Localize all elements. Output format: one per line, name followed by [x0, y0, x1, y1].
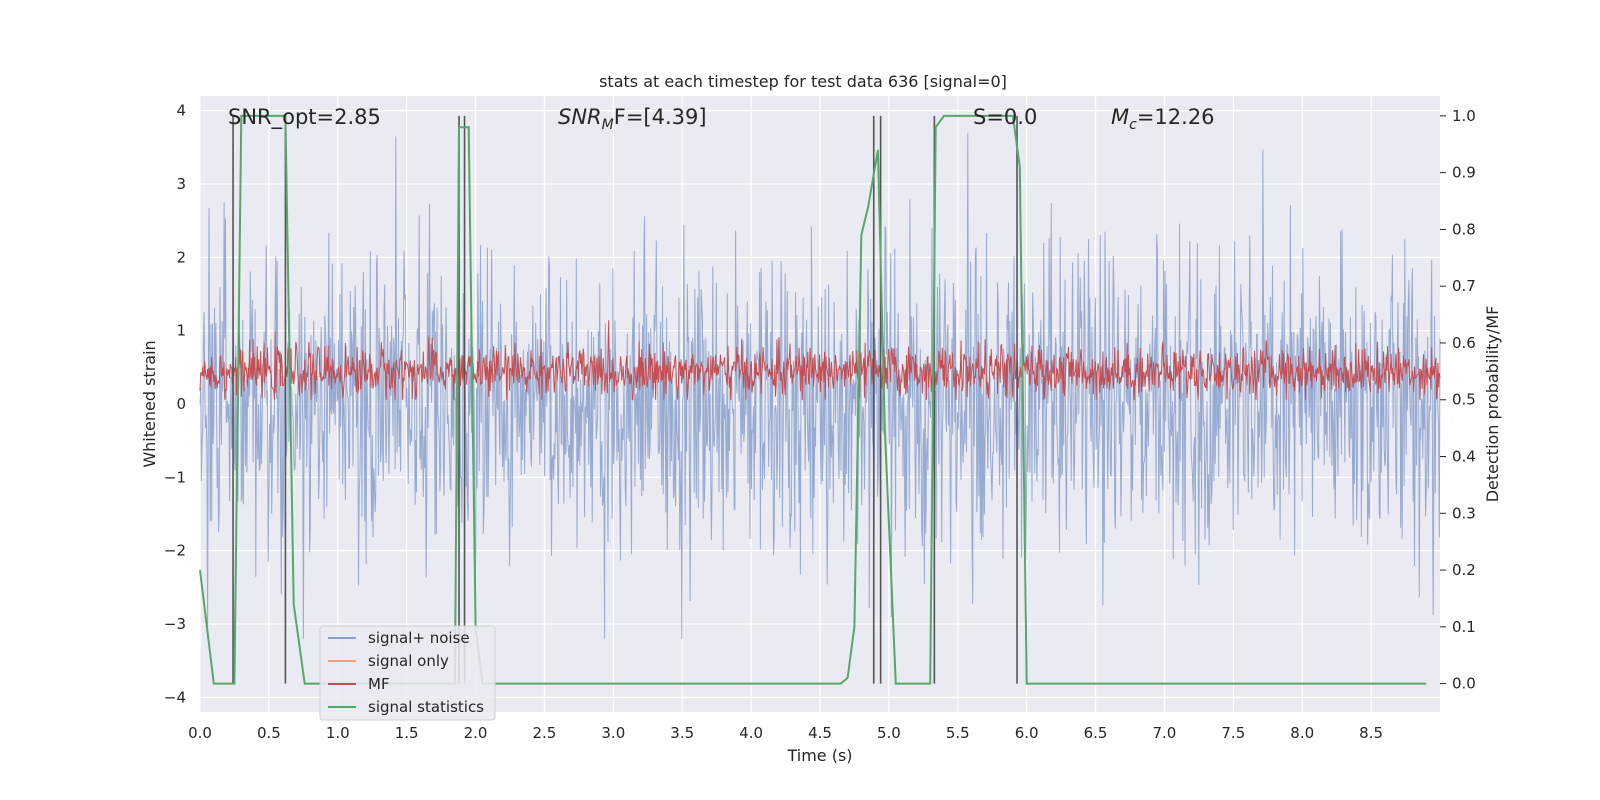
- x-tick-label-13: 6.5: [1084, 724, 1108, 742]
- y-tick-left-label-2: −2: [164, 542, 186, 560]
- y-tick-right-label-6: 0.6: [1452, 334, 1476, 352]
- snr-mf-sub: M: [602, 117, 614, 133]
- annotation-snr-mf: SNRMF=[4.39]: [558, 105, 707, 133]
- chart-title: stats at each timestep for test data 636…: [599, 72, 1007, 91]
- y-tick-left-label-3: −1: [164, 468, 186, 486]
- signal-noise-line: [199, 132, 1441, 639]
- y-tick-left-label-8: 4: [176, 102, 186, 120]
- x-tick-label-16: 8.0: [1290, 724, 1314, 742]
- legend-label-mf: MF: [368, 675, 390, 693]
- x-tick-label-0: 0.0: [188, 724, 212, 742]
- y-tick-right-label-10: 1.0: [1452, 107, 1476, 125]
- y-ticks-right: 0.0 0.1 0.2 0.3 0.4 0.5 0.6 0.7 0.8 0.9 1.0: [1440, 107, 1476, 693]
- x-tick-label-17: 8.5: [1359, 724, 1383, 742]
- annotation-mc: Mc=12.26: [1111, 105, 1215, 133]
- y-tick-left-label-5: 1: [176, 322, 186, 340]
- y-axis-label-right: Detection probability/MF: [1483, 306, 1502, 503]
- y-ticks-left: −4 −3 −2 −1 0 1 2 3 4: [164, 102, 186, 707]
- legend-label-signal-statistics: signal statistics: [368, 698, 484, 716]
- x-ticks: 0.0 0.5 1.0 1.5 2.0 2.5 3.0 3.5 4.0 4.5 5.0 5.5 6.0 6…: [188, 724, 1383, 742]
- x-tick-label-1: 0.5: [257, 724, 281, 742]
- y-tick-right-label-5: 0.5: [1452, 391, 1476, 409]
- mc-sub: c: [1129, 117, 1137, 133]
- x-tick-label-15: 7.5: [1221, 724, 1245, 742]
- y-tick-left-label-1: −3: [164, 615, 186, 633]
- y-tick-left-label-4: 0: [176, 395, 186, 413]
- legend-box: [319, 625, 496, 721]
- y-tick-right-label-1: 0.1: [1452, 618, 1476, 636]
- x-axis-label: Time (s): [786, 746, 852, 765]
- vertical-markers: [232, 115, 1018, 684]
- signal-statistics-series: [199, 114, 1427, 685]
- x-tick-label-14: 7.0: [1153, 724, 1177, 742]
- signal-noise-series: [199, 132, 1441, 639]
- mc-prefix: M: [1111, 105, 1129, 129]
- x-tick-label-12: 6.0: [1015, 724, 1039, 742]
- mf-line: [199, 320, 1441, 401]
- x-tick-label-5: 2.5: [533, 724, 557, 742]
- legend-label-signal-only: signal only: [368, 652, 449, 670]
- x-tick-label-6: 3.0: [601, 724, 625, 742]
- y-tick-left-label-7: 3: [176, 175, 186, 193]
- snr-mf-prefix: SNR: [558, 105, 602, 129]
- x-tick-label-9: 4.5: [808, 724, 832, 742]
- x-tick-label-3: 1.5: [395, 724, 419, 742]
- snr-mf-suffix: F=[4.39]: [614, 105, 707, 129]
- x-tick-label-2: 1.0: [326, 724, 350, 742]
- annotation-s-value: S=0.0: [973, 105, 1037, 129]
- y-tick-right-label-4: 0.4: [1452, 448, 1476, 466]
- y-tick-left-label-6: 2: [176, 248, 186, 266]
- signal-statistics-line: [199, 114, 1427, 685]
- x-tick-label-8: 4.0: [739, 724, 763, 742]
- y-tick-right-label-2: 0.2: [1452, 561, 1476, 579]
- y-tick-right-label-9: 0.9: [1452, 164, 1476, 182]
- mf-series: [199, 320, 1441, 401]
- x-tick-label-4: 2.0: [464, 724, 488, 742]
- x-tick-label-7: 3.5: [670, 724, 694, 742]
- annotation-snr-opt: SNR_opt=2.85: [228, 105, 381, 130]
- legend-label-signal-noise: signal+ noise: [368, 629, 470, 647]
- y-tick-right-label-8: 0.8: [1452, 220, 1476, 238]
- y-tick-right-label-0: 0.0: [1452, 675, 1476, 693]
- y-tick-right-label-3: 0.3: [1452, 504, 1476, 522]
- y-tick-left-label-0: −4: [164, 688, 186, 706]
- x-tick-label-10: 5.0: [877, 724, 901, 742]
- x-tick-label-11: 5.5: [946, 724, 970, 742]
- y-tick-right-label-7: 0.7: [1452, 277, 1476, 295]
- y-axis-label-left: Whitened strain: [140, 340, 159, 467]
- mc-suffix: =12.26: [1137, 105, 1215, 129]
- legend: signal+ noise signal only MF signal stat…: [319, 625, 496, 721]
